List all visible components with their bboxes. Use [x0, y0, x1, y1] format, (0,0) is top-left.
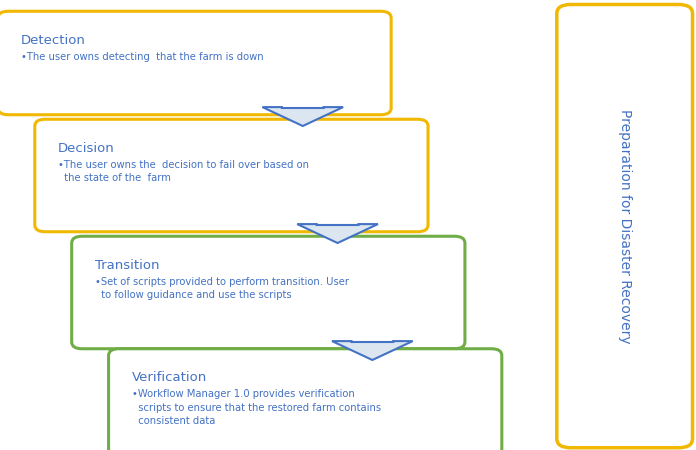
Polygon shape: [262, 107, 343, 126]
Text: Decision: Decision: [58, 142, 115, 155]
Text: •The user owns detecting  that the farm is down: •The user owns detecting that the farm i…: [21, 52, 264, 62]
FancyBboxPatch shape: [72, 236, 465, 349]
FancyBboxPatch shape: [0, 11, 391, 115]
Polygon shape: [332, 341, 413, 360]
FancyBboxPatch shape: [35, 119, 428, 232]
Text: •Workflow Manager 1.0 provides verification
  scripts to ensure that the restore: •Workflow Manager 1.0 provides verificat…: [132, 389, 381, 427]
Text: Detection: Detection: [21, 34, 86, 47]
Text: Verification: Verification: [132, 371, 207, 384]
Text: Preparation for Disaster Recovery: Preparation for Disaster Recovery: [617, 109, 632, 343]
FancyBboxPatch shape: [109, 349, 502, 450]
Text: •Set of scripts provided to perform transition. User
  to follow guidance and us: •Set of scripts provided to perform tran…: [95, 277, 349, 300]
Text: Transition: Transition: [95, 259, 159, 272]
Text: •The user owns the  decision to fail over based on
  the state of the  farm: •The user owns the decision to fail over…: [58, 160, 309, 183]
Polygon shape: [297, 224, 378, 243]
FancyBboxPatch shape: [557, 4, 693, 448]
